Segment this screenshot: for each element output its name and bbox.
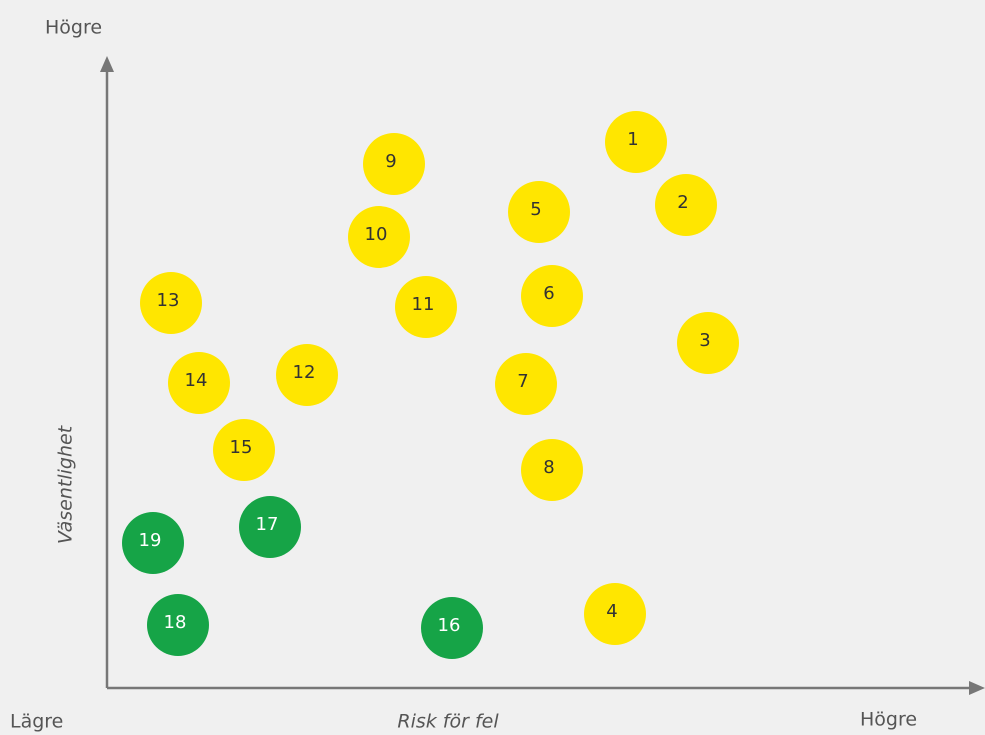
node-label: 4: [606, 601, 617, 622]
node-label: 10: [365, 224, 388, 245]
node-label: 2: [677, 192, 688, 213]
node-circle: [655, 174, 717, 236]
node-label: 3: [699, 330, 710, 351]
node-circle: [495, 353, 557, 415]
node-circle: [239, 496, 301, 558]
node-label: 14: [185, 370, 208, 391]
node-label: 15: [230, 437, 253, 458]
node-circle: [147, 594, 209, 656]
node-circle: [605, 111, 667, 173]
y-top-label: Högre: [45, 17, 102, 39]
x-right-label: Högre: [860, 709, 917, 731]
x-arrow: [969, 681, 985, 695]
node-circle: [363, 133, 425, 195]
node-label: 17: [256, 514, 279, 535]
node-circle: [348, 206, 410, 268]
node-circle: [508, 181, 570, 243]
node-circle: [677, 312, 739, 374]
node-label: 6: [543, 283, 554, 304]
y-title: Väsentlighet: [55, 424, 77, 544]
node-label: 12: [293, 362, 316, 383]
node-label: 16: [438, 615, 461, 636]
node-circle: [122, 512, 184, 574]
node-label: 7: [517, 371, 528, 392]
y-arrow: [100, 56, 114, 72]
node-circle: [140, 272, 202, 334]
x-title: Risk för fel: [397, 711, 499, 733]
node-label: 13: [157, 290, 180, 311]
node-circle: [521, 265, 583, 327]
node-circle: [395, 276, 457, 338]
node-circle: [213, 419, 275, 481]
node-circle: [168, 352, 230, 414]
node-label: 5: [530, 199, 541, 220]
node-circle: [521, 439, 583, 501]
node-circle: [276, 344, 338, 406]
node-label: 18: [164, 612, 187, 633]
origin-label: Lägre: [10, 711, 63, 733]
node-label: 9: [385, 151, 396, 172]
node-circle: [584, 583, 646, 645]
node-label: 8: [543, 457, 554, 478]
node-label: 11: [412, 294, 435, 315]
node-label: 19: [139, 530, 162, 551]
node-label: 1: [627, 129, 638, 150]
node-circle: [421, 597, 483, 659]
